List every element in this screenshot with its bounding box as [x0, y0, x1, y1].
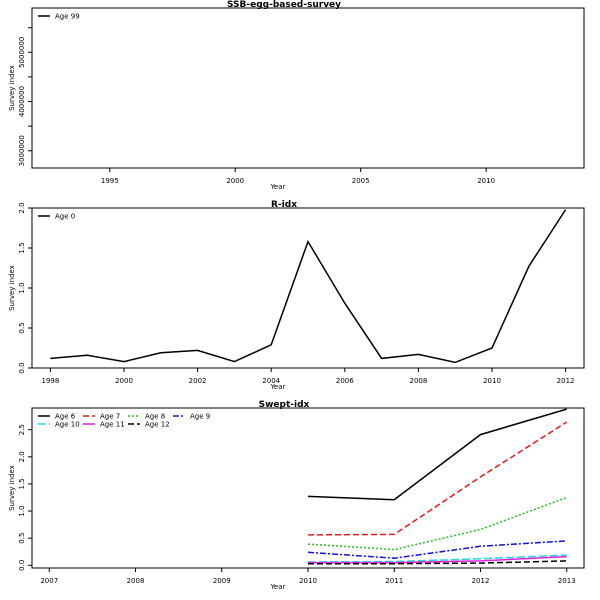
y-tick-label: 0.5: [18, 533, 26, 544]
x-tick-label: 2009: [213, 577, 231, 585]
x-tick-label: 2004: [262, 377, 280, 385]
x-tick-label: 2000: [226, 177, 244, 185]
y-tick-label: 0.0: [18, 560, 26, 571]
y-tick-label: 5000000: [18, 37, 26, 68]
plot-frame: [31, 7, 585, 169]
legend-label: Age 0: [55, 213, 75, 221]
y-tick-label: 0.0: [18, 362, 26, 373]
y-axis-label: Survey index: [8, 265, 16, 311]
series-line-age-12: [308, 560, 567, 565]
x-tick-label: 2012: [472, 577, 490, 585]
series-line-age-8: [307, 496, 567, 551]
chart-panel-1: SSB-egg-based-survey 1995 2000 2005 2010 3000…: [8, 0, 585, 191]
y-tick-label: 1.0: [18, 505, 26, 516]
x-tick-label: 2010: [299, 577, 317, 585]
legend-label: Age 99: [55, 13, 80, 21]
chart-title: R-idx: [271, 200, 297, 210]
y-tick-label: 3000000: [18, 135, 26, 166]
plot-frame: [31, 407, 585, 569]
y-tick-label: 2.5: [18, 424, 26, 435]
x-tick-label: 2011: [385, 577, 403, 585]
series-line-age-10: [307, 554, 567, 563]
y-axis-label: Survey index: [8, 65, 16, 111]
x-tick-label: 2010: [477, 177, 495, 185]
y-tick-label: 1.0: [18, 282, 26, 293]
x-tick-label: 2012: [557, 377, 575, 385]
x-axis-label: Year: [270, 183, 286, 191]
legend-label: Age 11: [100, 421, 125, 429]
x-tick-label: 2010: [483, 377, 501, 385]
chart-title: SSB-egg-based-survey: [227, 0, 341, 10]
legend-label: Age 10: [55, 421, 80, 429]
y-tick-label: 0.5: [18, 322, 26, 333]
y-axis-label: Survey index: [8, 465, 16, 511]
x-tick-label: 2007: [40, 577, 58, 585]
legend-label: Age 6: [55, 413, 76, 421]
x-tick-label: 1998: [41, 377, 59, 385]
x-tick-label: 2008: [127, 577, 145, 585]
x-tick-label: 2000: [115, 377, 133, 385]
plot-frame: [31, 207, 585, 369]
chart-panel-3: Swept-idx 2007 2008 2009 2010 2011 2012 2013 0.0…: [8, 400, 585, 591]
series-line-age-6: [307, 408, 567, 501]
legend-label: Age 7: [100, 413, 120, 421]
legend-label: Age 12: [145, 421, 170, 429]
series-line-age-0: [50, 209, 567, 364]
y-tick-label: 2.0: [18, 202, 26, 213]
x-tick-label: 2006: [336, 377, 354, 385]
y-tick-label: 4000000: [18, 86, 26, 117]
x-tick-label: 2013: [558, 577, 576, 585]
y-tick-label: 1.5: [18, 478, 26, 489]
x-tick-label: 2005: [352, 177, 370, 185]
series-line-age-7: [307, 421, 568, 536]
x-tick-label: 2002: [189, 377, 207, 385]
x-axis-label: Year: [270, 583, 286, 591]
chart-title: Swept-idx: [259, 400, 310, 410]
chart-panel-2: R-idx 1998 2000 2002 2004 2006 2008 2010 2012 0.0…: [8, 200, 585, 391]
y-tick-label: 2.0: [18, 451, 26, 462]
legend-label: Age 8: [145, 413, 165, 421]
y-tick-label: 1.5: [18, 242, 26, 253]
series-line-age-11: [308, 555, 567, 564]
legend-label: Age 9: [190, 413, 210, 421]
x-tick-label: 1995: [101, 177, 119, 185]
x-tick-label: 2008: [409, 377, 427, 385]
series-line-age-9: [307, 540, 567, 559]
x-axis-label: Year: [270, 383, 286, 391]
